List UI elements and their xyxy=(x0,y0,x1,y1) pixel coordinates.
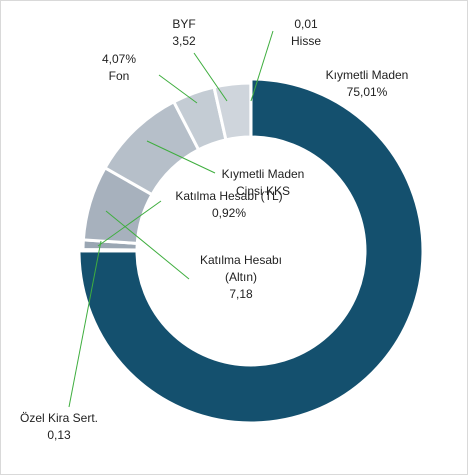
value-label: 4,07% xyxy=(101,52,137,66)
category-label: Katılma Hesabı (Altın) xyxy=(199,253,283,284)
data-label: Katılma Hesabı (TL) 0,92% xyxy=(159,188,299,222)
data-label: Özel Kira Sert. 0,13 xyxy=(4,410,114,444)
leader-line xyxy=(97,200,162,247)
leader-line xyxy=(146,140,216,174)
leader-line xyxy=(250,30,274,102)
value-label: 0,01 xyxy=(294,17,318,31)
value-label: 7,18 xyxy=(229,287,253,301)
category-label: Kıymetli Maden xyxy=(325,68,409,82)
data-label: Kıymetli Maden Cinsi KKS xyxy=(213,166,313,200)
category-label: Hisse xyxy=(290,34,321,48)
category-label: Özel Kira Sert. xyxy=(19,411,99,425)
data-label: Kıymetli Maden 75,01% xyxy=(302,67,432,101)
category-label: Kıymetli Maden Cinsi KKS xyxy=(221,167,305,198)
category-label: BYF xyxy=(172,17,196,31)
value-label: 0,92% xyxy=(211,206,247,220)
category-label: Katılma Hesabı (TL) xyxy=(175,189,283,203)
leader-line xyxy=(105,210,190,280)
leader-line xyxy=(193,52,228,102)
value-label: 0,13 xyxy=(47,428,71,442)
value-label: 75,01% xyxy=(346,85,388,99)
data-label: Katılma Hesabı (Altın) 7,18 xyxy=(191,252,291,303)
leader-line xyxy=(68,240,102,408)
donut-segment xyxy=(77,77,425,425)
value-label: 3,52 xyxy=(172,34,196,48)
category-label: Fon xyxy=(108,69,130,83)
data-label: 4,07% Fon xyxy=(89,51,149,85)
data-label: BYF 3,52 xyxy=(159,16,209,50)
data-label: 0,01 Hisse xyxy=(281,16,331,50)
leader-line xyxy=(158,74,198,104)
